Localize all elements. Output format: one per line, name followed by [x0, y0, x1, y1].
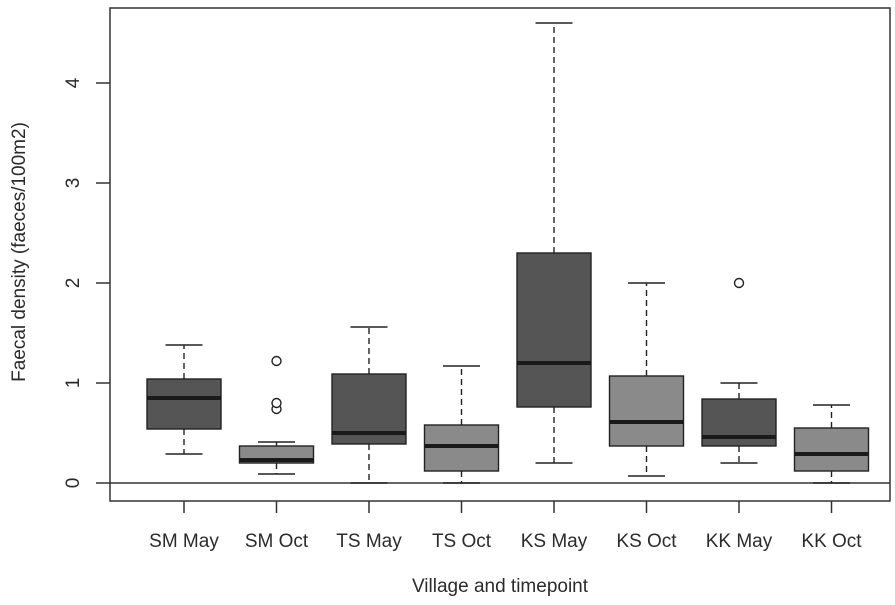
x-axis-title: Village and timepoint — [412, 576, 589, 597]
iqr-box — [608, 375, 685, 447]
y-tick-label-2: 2 — [63, 278, 84, 289]
x-tick-label: TS Oct — [432, 531, 492, 552]
box-ts-oct — [423, 365, 500, 484]
x-tick-label: KS May — [521, 531, 588, 552]
y-tick-label-1: 1 — [63, 378, 84, 389]
boxes — [146, 22, 870, 484]
x-tick-label: SM Oct — [245, 531, 309, 552]
iqr-box — [516, 252, 592, 408]
y-axis-title: Faecal density (faeces/100m2) — [9, 122, 30, 382]
outlier-point — [271, 355, 282, 367]
x-tick-label: SM May — [149, 531, 219, 552]
outlier-point — [733, 277, 745, 289]
x-tick-label: KK May — [706, 531, 773, 552]
box-ts-may — [331, 326, 407, 484]
y-tick-label-0: 0 — [63, 478, 84, 489]
x-tick-label: TS May — [336, 531, 402, 552]
x-axis: SM May SM Oct TS May TS Oct KS May KS Oct KK M… — [149, 501, 862, 552]
box-sm-oct — [238, 355, 315, 475]
box-kk-may — [701, 277, 777, 464]
x-tick-label: KS Oct — [616, 531, 677, 552]
y-axis: 0 1 2 3 4 — [63, 77, 110, 488]
y-tick-label-4: 4 — [63, 77, 84, 88]
plot-frame — [109, 7, 891, 502]
box-ks-oct — [608, 282, 685, 477]
box-sm-may — [146, 344, 222, 455]
iqr-box — [793, 427, 870, 472]
iqr-box — [146, 378, 222, 430]
outlier-point — [271, 397, 282, 409]
box-ks-may — [516, 22, 592, 464]
y-tick-label-3: 3 — [63, 178, 84, 189]
box-kk-oct — [793, 404, 870, 484]
x-tick-label: KK Oct — [801, 531, 862, 552]
